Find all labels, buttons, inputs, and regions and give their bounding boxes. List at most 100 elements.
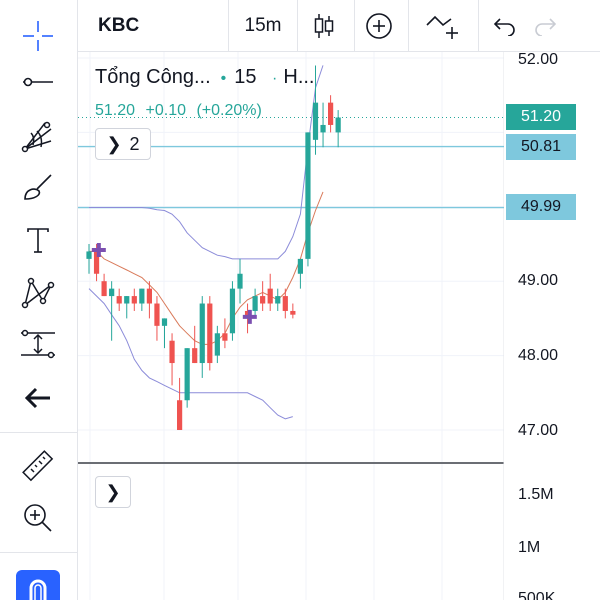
measure-tool[interactable] — [14, 322, 62, 366]
candle-body — [290, 310, 296, 315]
status-dot-icon: · — [272, 70, 278, 87]
drawing-toolbar — [0, 0, 78, 600]
hline-price-value: 50.81 — [520, 138, 562, 155]
compare-button[interactable] — [422, 0, 462, 52]
legend-change: +0.10 — [145, 102, 186, 119]
bb-lower-line — [88, 288, 293, 420]
brush-tool[interactable] — [14, 166, 62, 210]
candle-body — [267, 288, 273, 304]
bb-upper-line — [89, 65, 324, 260]
last-price-tag[interactable]: 51.20 — [506, 104, 576, 130]
indicators-count: 2 — [129, 133, 140, 154]
candle-body — [93, 251, 100, 274]
chevron-right-icon: ❯ — [106, 133, 122, 154]
text-icon — [27, 228, 49, 253]
brush-icon — [24, 174, 52, 200]
hline-price-tag[interactable]: 50.81 — [506, 134, 576, 160]
status-dot-icon: • — [220, 70, 227, 87]
toolbar-divider — [0, 432, 78, 433]
toolbar-divider — [0, 552, 78, 553]
zoom-in-tool[interactable] — [14, 496, 62, 540]
volume-tick: 500K — [518, 590, 556, 600]
candle-body — [252, 296, 258, 311]
candle-body — [124, 296, 130, 304]
price-tick: 47.00 — [518, 422, 559, 439]
legend-exchange: H... — [283, 66, 315, 88]
trade-marker-icon — [91, 242, 106, 257]
trade-marker-icon — [242, 309, 257, 324]
candle-body — [320, 124, 326, 133]
toolbar-divider — [228, 0, 229, 52]
symbol-search-button[interactable]: KBC — [98, 15, 140, 36]
candles-icon — [314, 14, 334, 38]
magnet-icon — [29, 579, 47, 600]
candle-body — [192, 348, 198, 364]
text-tool[interactable] — [14, 218, 62, 262]
bb-basis-line — [89, 191, 324, 345]
candle-body — [335, 117, 341, 133]
candle-body — [237, 273, 243, 289]
toolbar-divider — [478, 0, 479, 52]
legend-last-price: 51.20 — [95, 102, 136, 119]
candle-body — [214, 333, 220, 356]
price-axis[interactable]: 52.00 49.00 48.00 47.00 1.5M 1M 500K 51.… — [504, 51, 600, 600]
legend-change-pct: (+0.20%) — [196, 102, 262, 119]
chart-canvas[interactable] — [78, 52, 504, 600]
back-arrow-icon — [24, 387, 50, 409]
candle-body — [305, 132, 311, 259]
undo-button[interactable] — [490, 0, 520, 52]
last-price-value: 51.20 — [520, 108, 562, 125]
trend-line-icon — [23, 77, 53, 87]
crosshair-icon — [23, 21, 53, 51]
legend-values: 51.20 +0.10 (+0.20%) — [95, 102, 268, 120]
candle-body — [199, 303, 205, 364]
magnet-mode-button[interactable] — [16, 570, 60, 600]
hline-price-value: 49.99 — [520, 198, 562, 215]
candle-body — [86, 251, 92, 259]
toolbar-divider — [297, 0, 298, 52]
price-tick: 48.00 — [518, 347, 559, 364]
candle-body — [101, 281, 107, 297]
indicators-button[interactable] — [362, 0, 396, 52]
candle-body — [222, 333, 228, 341]
price-tick: 49.00 — [518, 272, 559, 289]
candle-body — [229, 288, 236, 334]
price-tick: 52.00 — [518, 51, 559, 68]
chart-pane[interactable] — [78, 52, 600, 600]
fib-tool[interactable] — [14, 114, 62, 158]
candle-body — [139, 288, 145, 304]
candle-body — [177, 400, 183, 430]
compare-icon — [426, 15, 458, 39]
candle-body — [161, 318, 168, 326]
hide-drawings-button[interactable] — [14, 376, 62, 420]
redo-button[interactable] — [530, 0, 560, 52]
candle-body — [260, 296, 266, 304]
pattern-tool[interactable] — [14, 270, 62, 314]
redo-icon — [535, 18, 557, 36]
legend-title[interactable]: Tổng Công... • 15 · H... — [95, 66, 315, 89]
hline-price-tag[interactable]: 49.99 — [506, 194, 576, 220]
candle-body — [154, 303, 160, 326]
toolbar-divider — [354, 0, 355, 52]
volume-expand-button[interactable]: ❯ — [95, 476, 131, 508]
candle-body — [297, 258, 303, 274]
interval-button[interactable]: 15m — [244, 15, 282, 36]
candle-body — [116, 296, 122, 304]
candle-body — [146, 288, 152, 304]
fib-icon — [21, 121, 52, 153]
candle-body — [244, 310, 251, 319]
ruler-tool[interactable] — [14, 444, 62, 488]
crosshair-tool[interactable] — [14, 14, 62, 58]
candle-body — [282, 296, 288, 311]
indicators-expand-button[interactable]: ❯ 2 — [95, 128, 151, 160]
toolbar-divider — [408, 0, 409, 52]
volume-tick: 1M — [518, 539, 541, 556]
candle-body — [275, 296, 281, 304]
chart-type-button[interactable] — [306, 0, 342, 52]
candle-body — [169, 340, 175, 364]
top-toolbar: KBC 15m — [78, 0, 600, 52]
undo-icon — [493, 18, 515, 36]
trend-line-tool[interactable] — [14, 60, 62, 104]
legend-interval: 15 — [234, 66, 257, 88]
